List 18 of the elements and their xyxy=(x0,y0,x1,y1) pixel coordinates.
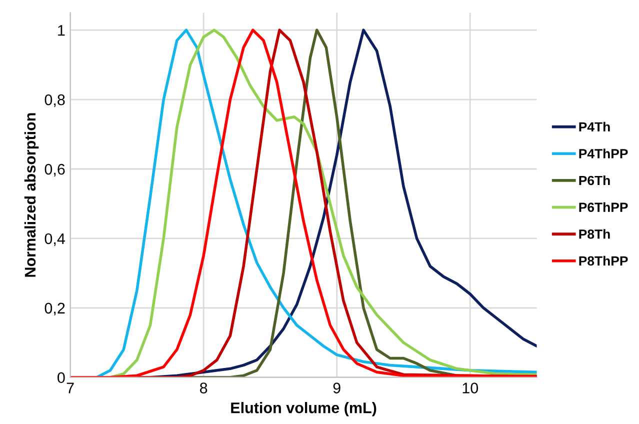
y-axis-title: Normalized absorption xyxy=(24,113,39,277)
x-tick-label: 10 xyxy=(462,382,478,394)
y-tick-label: 0 xyxy=(58,372,65,384)
y-tick-label: 0,2 xyxy=(44,302,65,316)
legend-label: P8Th xyxy=(579,229,610,239)
x-tick-label: 7 xyxy=(66,382,74,394)
x-tick-label: 9 xyxy=(333,382,340,394)
legend-label: P4ThPP xyxy=(579,148,628,158)
legend-label: P6Th xyxy=(579,175,610,186)
x-axis-title: Elution volume (mL) xyxy=(231,402,376,416)
legend-label: P6ThPP xyxy=(579,202,628,212)
y-tick-label: 0,6 xyxy=(44,164,65,176)
legend-label: P8ThPP xyxy=(579,256,628,266)
y-tick-label: 0,8 xyxy=(44,94,65,108)
legend-label: P4Th xyxy=(579,122,610,132)
y-tick-label: 0,4 xyxy=(44,233,65,246)
y-tick-label: 1 xyxy=(58,25,65,36)
x-tick-label: 8 xyxy=(200,382,208,394)
